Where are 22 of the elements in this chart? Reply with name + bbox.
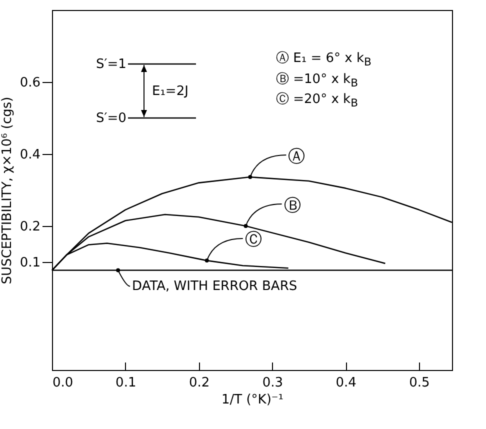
y-tick-label: 0.2 [20,220,40,234]
annotation: Ⓑ [284,196,301,216]
x-tick-label: 0.3 [262,376,284,390]
y-tick-label: 0.4 [20,148,40,162]
y-tick-label: 0.1 [20,256,40,270]
x-tick-label: 0.5 [409,376,430,390]
y-axis-title: SUSCEPTIBILITY, χ×10⁶ (cgs) [0,96,15,284]
annotation: Ⓐ E₁ = 6° x k$_{B}$ [276,51,372,69]
annotation: DATA, WITH ERROR BARS [132,278,298,294]
annotation: E₁=2J [152,84,188,98]
x-tick-label: 0.0 [52,376,74,390]
x-axis-title: 1/T (°K)⁻¹ [222,392,284,408]
x-tick-label: 0.4 [336,376,356,390]
annotation: Ⓒ =20° x k$_{B}$ [276,92,358,110]
annotation: Ⓑ =10° x k$_{B}$ [276,72,358,90]
x-tick-label: 0.1 [116,376,136,390]
annotation: Ⓒ [244,230,262,250]
x-tick-label: 0.2 [188,376,210,390]
y-tick-label: 0.6 [20,76,40,90]
annotation: Ⓐ [288,146,306,167]
annotation: S′=0 [96,110,126,126]
annotation: S′=1 [96,56,126,72]
